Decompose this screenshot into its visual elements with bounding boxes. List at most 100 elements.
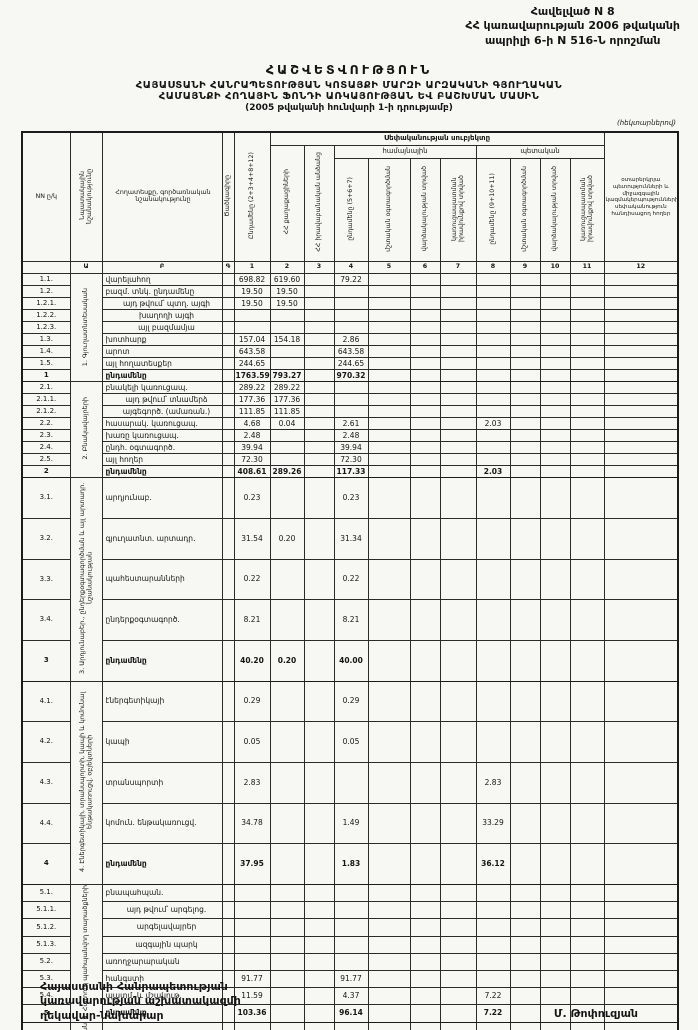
value-cell-c9 bbox=[509, 639, 541, 682]
value-cell-c5 bbox=[367, 477, 411, 520]
row-number: 4.2. bbox=[21, 721, 71, 763]
value-cell-c3 bbox=[303, 357, 335, 371]
value-cell-c11 bbox=[569, 345, 605, 359]
code-cell bbox=[221, 393, 235, 407]
value-cell-c8: 0.78 bbox=[475, 1021, 511, 1030]
value-cell-c1 bbox=[233, 935, 271, 954]
value-cell-c6 bbox=[409, 357, 441, 371]
value-cell-c7 bbox=[439, 369, 477, 383]
value-cell-c7 bbox=[439, 285, 477, 299]
signatory-line1: Հայաստանի Հանրապետության bbox=[40, 980, 228, 993]
value-cell-c9 bbox=[509, 802, 541, 845]
value-cell-c1: 40.20 bbox=[233, 639, 271, 682]
value-cell-c8 bbox=[475, 273, 511, 287]
value-cell-c10 bbox=[539, 969, 571, 989]
value-cell-c4 bbox=[333, 381, 369, 395]
value-cell-c3 bbox=[303, 901, 335, 920]
value-cell-c4: 2.86 bbox=[333, 333, 369, 347]
value-cell-c6 bbox=[409, 599, 441, 641]
value-cell-c3 bbox=[303, 1021, 335, 1030]
row-number: 5.1. bbox=[21, 883, 71, 903]
value-cell-c11 bbox=[569, 918, 605, 937]
col-header-landtype: Հողատեսքը, գործառնական նշանակությունը bbox=[101, 131, 223, 263]
value-cell-c11 bbox=[569, 1004, 605, 1023]
col-header-community-leased: վարձակալության տրված bbox=[409, 157, 441, 263]
row-number: 2.3. bbox=[21, 429, 71, 443]
value-cell-c2 bbox=[269, 453, 305, 467]
value-cell-c10 bbox=[539, 369, 571, 383]
value-cell-c5 bbox=[367, 1004, 411, 1023]
value-cell-c9 bbox=[509, 405, 541, 419]
value-cell-c2: 154.18 bbox=[269, 333, 305, 347]
value-cell-c3 bbox=[303, 429, 335, 443]
value-cell-c10 bbox=[539, 901, 571, 920]
value-cell-c10 bbox=[539, 883, 571, 903]
value-cell-c2 bbox=[269, 558, 305, 601]
value-cell-c5 bbox=[367, 987, 411, 1006]
value-cell-c8: 2.03 bbox=[475, 465, 511, 479]
value-cell-c7 bbox=[439, 802, 477, 845]
table-row: 2.1. 2. Բնակավայրերի բնակելի կառուցապ. 289.… bbox=[21, 381, 679, 479]
value-cell-c3 bbox=[303, 802, 335, 845]
group-header-state: պետական bbox=[475, 144, 605, 159]
table-row: 2.2. հասարակ. կառուցապ. 4.68 0.04 2.61 2.03 bbox=[21, 417, 679, 431]
value-cell-c4: 2.61 bbox=[333, 417, 369, 431]
value-cell-c1: 4.68 bbox=[233, 417, 271, 431]
column-number: Բ bbox=[101, 261, 223, 275]
land-type-name: բնակելի կառուցապ. bbox=[101, 381, 223, 395]
value-cell-c3 bbox=[303, 441, 335, 455]
value-cell-c9 bbox=[509, 901, 541, 920]
value-cell-c11 bbox=[569, 429, 605, 443]
value-cell-c6 bbox=[409, 453, 441, 467]
value-cell-c12 bbox=[603, 465, 679, 479]
value-cell-c9 bbox=[509, 381, 541, 395]
value-cell-c9 bbox=[509, 918, 541, 937]
column-number: 9 bbox=[509, 261, 541, 275]
value-cell-c4: 31.34 bbox=[333, 518, 369, 560]
value-cell-c11 bbox=[569, 639, 605, 682]
land-type-name: էներգետիկայի bbox=[101, 680, 223, 723]
value-cell-c10 bbox=[539, 273, 571, 287]
value-cell-c2: 619.60 bbox=[269, 273, 305, 287]
value-cell-c3 bbox=[303, 843, 335, 885]
value-cell-c12 bbox=[603, 1004, 679, 1023]
value-cell-c6 bbox=[409, 321, 441, 335]
code-cell bbox=[221, 721, 235, 763]
value-cell-c1: 1763.59 bbox=[233, 369, 271, 383]
value-cell-c9 bbox=[509, 599, 541, 641]
value-cell-c8 bbox=[475, 429, 511, 443]
value-cell-c9 bbox=[509, 453, 541, 467]
value-cell-c9 bbox=[509, 417, 541, 431]
code-cell bbox=[221, 761, 235, 804]
value-cell-c4 bbox=[333, 761, 369, 804]
value-cell-c10 bbox=[539, 297, 571, 311]
value-cell-c12 bbox=[603, 273, 679, 287]
section-label-text: 6. Հատուկ նշանակության bbox=[81, 1023, 89, 1030]
value-cell-c11 bbox=[569, 465, 605, 479]
col-header-community-development-right: կառուցապատման իրավունքով տրված bbox=[439, 157, 477, 263]
value-cell-c5 bbox=[367, 345, 411, 359]
value-cell-c1 bbox=[233, 901, 271, 920]
value-cell-c6 bbox=[409, 369, 441, 383]
col-header-foreign: օտարերկրյա պետությունների և միջազգային կ… bbox=[603, 131, 679, 263]
value-cell-c5 bbox=[367, 599, 411, 641]
value-cell-c10 bbox=[539, 558, 571, 601]
value-cell-c7 bbox=[439, 441, 477, 455]
land-type-name: այգեգործ. (ամառան.) bbox=[101, 405, 223, 419]
value-cell-c3 bbox=[303, 518, 335, 560]
value-cell-c7 bbox=[439, 417, 477, 431]
value-cell-c12 bbox=[603, 901, 679, 920]
value-cell-c4: 117.33 bbox=[333, 465, 369, 479]
value-cell-c12 bbox=[603, 405, 679, 419]
value-cell-c9 bbox=[509, 321, 541, 335]
value-cell-c7 bbox=[439, 918, 477, 937]
land-type-name: արդյունաբ. bbox=[101, 477, 223, 520]
table-row: 2.1.1. այդ թվում՝ տնամերձ 177.36 177.36 bbox=[21, 393, 679, 407]
value-cell-c5 bbox=[367, 405, 411, 419]
value-cell-c10 bbox=[539, 599, 571, 641]
value-cell-c12 bbox=[603, 935, 679, 954]
column-number: 5 bbox=[367, 261, 411, 275]
col-header-total: Ընդամենը (2+3+4+8+12) bbox=[233, 131, 271, 263]
value-cell-c3 bbox=[303, 883, 335, 903]
appendix-note-line2: ՀՀ կառավարության 2006 թվականի bbox=[465, 19, 680, 33]
